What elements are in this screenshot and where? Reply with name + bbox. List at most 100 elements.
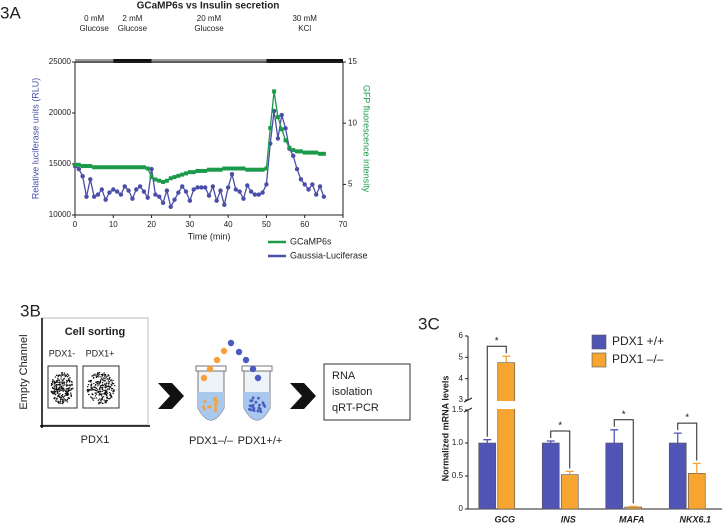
point — [222, 202, 227, 207]
cell-dot — [104, 380, 106, 382]
cell-dot — [53, 391, 56, 393]
cell-dot — [97, 390, 100, 393]
point — [298, 149, 303, 154]
point — [229, 172, 235, 177]
cell-dot — [52, 393, 55, 395]
significance-label: * — [558, 421, 562, 432]
drop — [257, 396, 260, 400]
drop — [207, 405, 211, 409]
cell-dot — [53, 390, 56, 392]
drop — [259, 410, 263, 414]
cell-dot — [61, 398, 63, 400]
diagram-title: Cell sorting — [65, 326, 126, 338]
cell-dot — [108, 397, 110, 400]
point — [88, 164, 93, 169]
y-tick-label: 1.5 — [452, 405, 464, 414]
point — [172, 197, 177, 202]
point — [199, 168, 204, 173]
point — [130, 165, 135, 170]
cell-dot — [104, 393, 106, 395]
cell-dot — [56, 398, 58, 400]
cell-dot — [101, 393, 103, 395]
drop — [251, 403, 255, 407]
cell-dot — [64, 390, 67, 392]
cell-dot — [63, 389, 66, 391]
cell-drops — [200, 339, 267, 414]
point — [203, 168, 208, 173]
cell-dot — [61, 395, 63, 397]
bar — [560, 474, 579, 510]
cell-dot — [103, 377, 105, 379]
drop — [213, 399, 217, 402]
point — [214, 198, 219, 203]
cell-dot — [107, 380, 110, 382]
cell-dot — [64, 375, 67, 378]
cell-dot — [70, 394, 72, 396]
cell-dot — [61, 393, 64, 396]
legend-label: PDX1 –/– — [612, 352, 664, 366]
point — [291, 148, 296, 153]
point — [88, 177, 93, 182]
cell-dot — [106, 388, 109, 390]
point — [126, 188, 131, 193]
cell-dot — [107, 385, 109, 388]
x-tick-label: 40 — [224, 220, 233, 229]
cell-dot — [60, 402, 62, 405]
cell-dot — [87, 383, 90, 386]
cell-dot — [99, 386, 102, 388]
cell-dot — [96, 389, 98, 392]
point — [295, 149, 300, 154]
condition-label: Glucose — [118, 24, 148, 33]
drop — [248, 404, 252, 408]
cell-dot — [100, 401, 102, 403]
tube-label: PDX1–/– — [189, 435, 234, 447]
cell-dot — [104, 386, 107, 388]
point — [241, 166, 246, 171]
x-tick-label: 70 — [339, 220, 348, 229]
condition-bar — [151, 59, 267, 63]
cell-dot — [96, 391, 98, 393]
axis-label: PDX1 — [81, 434, 110, 446]
y-axis-label: Normalized mRNA levels — [440, 376, 450, 482]
chart-title: GCaMP6s vs Insulin secretion — [137, 1, 280, 12]
cell-dot — [65, 382, 68, 384]
point — [252, 167, 257, 172]
cell-dot — [106, 396, 108, 398]
point — [214, 167, 219, 172]
bar-break — [496, 401, 516, 409]
point — [161, 179, 166, 184]
cell-dot — [109, 376, 111, 379]
point — [206, 193, 212, 198]
cell-dot — [50, 384, 53, 386]
cell-dot — [68, 397, 71, 400]
point — [114, 189, 120, 194]
cell-dot — [104, 376, 106, 378]
point — [249, 167, 254, 172]
cell-dot — [57, 381, 59, 384]
cell-dot — [87, 388, 89, 391]
cell-dot — [66, 401, 68, 403]
cell-dot — [93, 389, 96, 391]
error-bar — [483, 439, 492, 443]
cell-dot — [55, 386, 58, 388]
cell-dot — [63, 378, 65, 380]
legend-label: PDX1 +/+ — [612, 334, 664, 348]
y-tick-label: 6 — [459, 331, 464, 340]
cell-dot — [60, 376, 62, 378]
point — [248, 189, 254, 194]
cell-dot — [102, 395, 105, 398]
cell-dot — [111, 381, 113, 384]
cell-dot — [97, 375, 99, 378]
cell-dot — [93, 374, 95, 377]
point — [260, 167, 265, 172]
point — [225, 185, 231, 190]
y-tick-label: 25000 — [49, 57, 72, 66]
cell-dot — [70, 380, 72, 383]
significance-bracket — [486, 345, 507, 437]
cell-dot — [51, 390, 53, 393]
point — [191, 187, 196, 192]
cell-dot — [64, 399, 67, 401]
plot-frame — [74, 61, 344, 216]
drop — [213, 396, 216, 400]
cell-dot — [66, 373, 68, 375]
